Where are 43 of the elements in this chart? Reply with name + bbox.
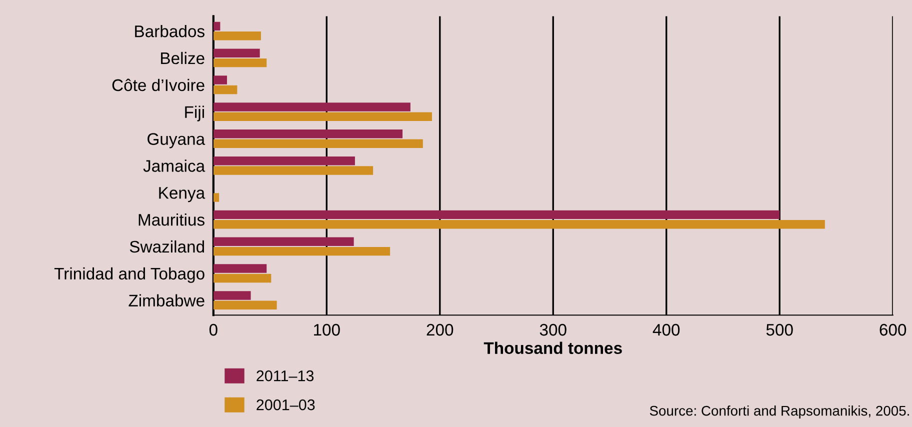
x-tick-label: 300: [540, 324, 566, 336]
bar: [213, 210, 780, 220]
y-tick-label: Zimbabwe: [128, 294, 204, 307]
bar: [213, 264, 267, 273]
bar: [213, 220, 825, 229]
y-tick-label: Jamaica: [143, 160, 206, 172]
bar: [213, 112, 432, 122]
bar: [213, 156, 355, 166]
x-tick-label: 400: [652, 324, 680, 336]
x-tick-label: 0: [209, 324, 218, 336]
bar: [213, 76, 227, 84]
bar: [213, 85, 238, 94]
y-tick-label: Belize: [161, 52, 204, 64]
y-tick-label: Mauritius: [138, 213, 204, 226]
bar: [213, 130, 403, 138]
y-tick-label: Guyana: [148, 133, 206, 148]
y-tick-label: Kenya: [159, 187, 206, 202]
x-tick-label: 200: [426, 324, 454, 336]
bar: [213, 193, 220, 202]
x-axis-title: Thousand tonnes: [484, 342, 622, 354]
bar: [213, 166, 374, 175]
source-note: Source: Conforti and Rapsomanikis, 2005.: [650, 406, 909, 418]
bar: [213, 291, 251, 300]
bar: [213, 300, 277, 310]
y-tick-label: Côte d’Ivoire: [112, 78, 204, 92]
bar: [213, 237, 354, 246]
legend-label: 2011–13: [256, 370, 314, 382]
x-tick-label: 500: [766, 324, 793, 336]
bar: [213, 32, 261, 40]
x-tick-label: 600: [880, 324, 906, 336]
bar: [213, 58, 267, 68]
bar: [213, 102, 410, 112]
bar: [213, 48, 260, 58]
bar: [213, 246, 390, 256]
bar: [213, 139, 423, 148]
y-tick-label: Fiji: [185, 106, 204, 122]
x-tick-label: 100: [314, 324, 340, 336]
bar: [213, 22, 220, 31]
y-tick-label: Barbados: [135, 24, 204, 38]
bar: [213, 274, 272, 283]
y-tick-label: Trinidad and Tobago: [54, 267, 204, 283]
legend-label: 2001–03: [256, 399, 315, 410]
y-tick-label: Swaziland: [130, 240, 204, 253]
